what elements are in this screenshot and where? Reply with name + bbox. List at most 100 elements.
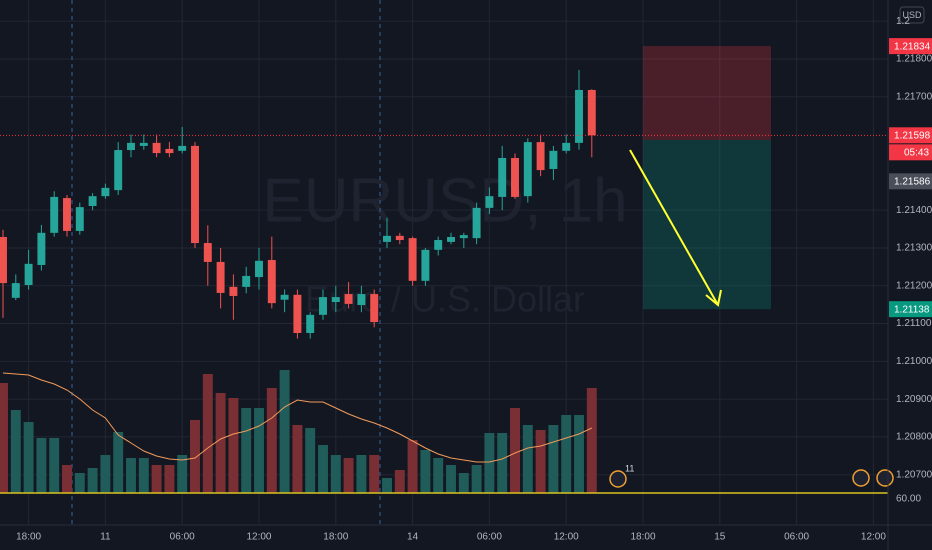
y-tick-label: 1.21000 [896, 356, 932, 367]
price-label: 1.21586 [894, 176, 931, 187]
volume-axis-label: 60.00 [896, 494, 921, 505]
volume-bar [407, 440, 418, 493]
candle-body [523, 142, 532, 197]
candle-body [293, 294, 302, 333]
volume-bar [356, 455, 367, 493]
candle-body [165, 148, 174, 154]
volume-bar [215, 393, 226, 493]
candle-body [280, 294, 289, 300]
x-tick-label: 15 [714, 532, 726, 543]
volume-bar [574, 415, 584, 493]
volume-bar [343, 458, 354, 493]
candle-body [536, 142, 545, 171]
candle-body [549, 150, 558, 169]
x-tick-label: 18:00 [630, 532, 655, 543]
volume-bar [369, 455, 380, 493]
price-label: 1.21598 [894, 130, 931, 141]
candle-body [255, 260, 263, 278]
volume-bar [292, 425, 303, 493]
volume-bar [228, 398, 239, 493]
candle-body [88, 196, 97, 206]
x-tick-label: 12:00 [861, 532, 886, 543]
volume-bar [23, 422, 34, 493]
x-tick-label: 18:00 [323, 532, 348, 543]
volume-bar [36, 438, 47, 493]
candle-body [178, 145, 187, 151]
axes: 1.2 1.21800 1.21700 1.21400 1.21300 1.21200 1.… [16, 16, 932, 543]
volume-bar [190, 420, 200, 493]
candle-body [306, 314, 315, 333]
countdown-box [889, 144, 932, 161]
candle-body [408, 238, 417, 281]
candle-body [101, 187, 110, 197]
y-tick-label: 1.21400 [896, 205, 932, 216]
volume-bar [100, 455, 111, 493]
arrow-line[interactable] [629, 149, 719, 306]
volume-bar [586, 388, 597, 493]
volume-bar [177, 455, 188, 493]
event-badge: 11 [625, 463, 634, 473]
event-icon[interactable] [852, 469, 870, 487]
y-tick-label: 1.21700 [896, 91, 932, 102]
y-tick-label: 1.20900 [896, 394, 932, 405]
target-zone [643, 139, 772, 310]
candle-body [357, 294, 366, 306]
volume-bar [510, 408, 520, 493]
candle-body [575, 89, 583, 143]
candle-body [472, 207, 481, 239]
x-tick-label: 06:00 [784, 532, 809, 543]
candle-body [242, 275, 251, 287]
volume-bar [561, 415, 572, 493]
candle-body [114, 150, 123, 191]
candle-body [370, 294, 379, 323]
volume-bar [126, 458, 136, 493]
volume-bar [279, 370, 290, 493]
candle-body [395, 235, 404, 241]
volume-bar [330, 455, 341, 493]
volume-bar [497, 433, 508, 493]
volume-bar [446, 465, 456, 493]
candle-body [331, 297, 340, 302]
volume-bar [382, 478, 392, 493]
candle-body [229, 286, 238, 296]
volume-bar [138, 458, 149, 493]
volume-bar [49, 438, 60, 493]
price-label-box [889, 301, 932, 318]
x-tick-label: 14 [407, 532, 419, 543]
candle-body [191, 145, 199, 244]
volume-bar [548, 425, 559, 493]
volume-bar [164, 465, 175, 493]
x-tick-label: 06:00 [477, 532, 502, 543]
volume-bar [420, 450, 431, 493]
volume-bar [535, 430, 546, 493]
watermark-symbol: EURUSD, 1h [262, 166, 627, 235]
currency-badge[interactable] [899, 6, 925, 24]
currency-label: USD [902, 10, 922, 20]
arrow-head[interactable] [705, 289, 722, 307]
volume-bar [87, 468, 98, 493]
candle-body [24, 263, 33, 285]
y-tick-label: 1.20700 [896, 469, 932, 480]
stop-zone [643, 46, 772, 140]
volume-bar [394, 470, 405, 493]
candle-body [50, 196, 59, 233]
volume-bar [484, 433, 495, 493]
y-tick-label: 1.20800 [896, 432, 932, 443]
candle-body [267, 260, 276, 304]
candle-body [421, 249, 430, 281]
candle-body [459, 235, 468, 239]
event-icon[interactable] [609, 470, 627, 488]
countdown-label: 05:43 [904, 147, 929, 158]
volume-bar [202, 374, 213, 493]
volume-bar [458, 473, 469, 493]
y-tick-label: 1.2 [896, 16, 910, 27]
event-icons: 11 [609, 463, 894, 488]
volume-bar [74, 473, 85, 493]
x-tick-label: 12:00 [246, 532, 271, 543]
y-tick-label: 1.21200 [896, 280, 932, 291]
price-label: 1.21138 [894, 304, 930, 315]
candle-body [63, 198, 71, 231]
event-icon[interactable] [876, 469, 894, 487]
candle-body [75, 207, 84, 231]
volume-bar [10, 410, 21, 493]
